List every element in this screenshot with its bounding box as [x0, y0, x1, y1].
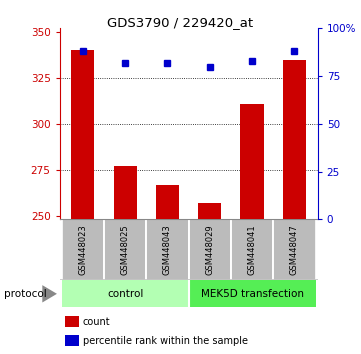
Bar — [156, 184, 179, 219]
Bar — [65, 316, 79, 327]
Bar — [113, 166, 137, 219]
Bar — [198, 203, 221, 219]
Bar — [189, 280, 316, 307]
Bar — [71, 50, 95, 219]
Bar — [189, 219, 231, 280]
Text: control: control — [107, 289, 143, 299]
Bar — [62, 280, 189, 307]
Text: GDS3790 / 229420_at: GDS3790 / 229420_at — [108, 16, 253, 29]
Text: percentile rank within the sample: percentile rank within the sample — [83, 336, 248, 346]
Text: GSM448025: GSM448025 — [121, 224, 130, 275]
Bar — [65, 335, 79, 346]
Text: GSM448029: GSM448029 — [205, 224, 214, 275]
Text: GSM448041: GSM448041 — [248, 224, 257, 275]
Bar — [104, 219, 146, 280]
Bar — [283, 59, 306, 219]
Bar — [62, 219, 104, 280]
Bar — [231, 219, 273, 280]
Text: count: count — [83, 318, 110, 327]
Text: MEK5D transfection: MEK5D transfection — [201, 289, 304, 299]
Text: GSM448043: GSM448043 — [163, 224, 172, 275]
Text: GSM448047: GSM448047 — [290, 224, 299, 275]
Bar — [273, 219, 316, 280]
Text: protocol: protocol — [4, 289, 46, 299]
Text: GSM448023: GSM448023 — [78, 224, 87, 275]
Polygon shape — [42, 285, 57, 302]
Bar — [240, 104, 264, 219]
Bar — [146, 219, 189, 280]
